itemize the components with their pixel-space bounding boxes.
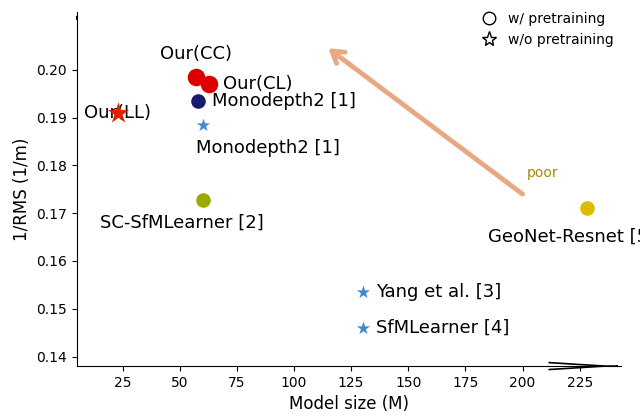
- X-axis label: Model size (M): Model size (M): [289, 395, 409, 414]
- Point: [204, 81, 214, 87]
- Text: Monodepth2 [1]: Monodepth2 [1]: [212, 92, 356, 110]
- Point: [197, 196, 207, 203]
- Point: [113, 109, 123, 116]
- Text: Monodepth2 [1]: Monodepth2 [1]: [196, 139, 340, 157]
- Legend: w/ pretraining, w/o pretraining: w/ pretraining, w/o pretraining: [469, 7, 620, 53]
- Text: SC-SfMLearner [2]: SC-SfMLearner [2]: [100, 214, 264, 232]
- Text: Our(LL): Our(LL): [84, 104, 150, 122]
- Text: GeoNet-Resnet [5]: GeoNet-Resnet [5]: [488, 228, 640, 246]
- Text: SfMLearner [4]: SfMLearner [4]: [376, 319, 509, 337]
- Text: Our(CC): Our(CC): [159, 45, 232, 63]
- Point: [191, 74, 201, 80]
- Point: [193, 97, 203, 104]
- Text: Our(CL): Our(CL): [223, 75, 292, 93]
- Point: [357, 289, 367, 295]
- Text: Yang et al. [3]: Yang et al. [3]: [376, 283, 502, 301]
- Point: [357, 324, 367, 331]
- Point: [581, 205, 591, 212]
- Point: [197, 121, 207, 128]
- Text: poor: poor: [527, 166, 559, 180]
- Y-axis label: 1/RMS (1/m): 1/RMS (1/m): [13, 138, 31, 241]
